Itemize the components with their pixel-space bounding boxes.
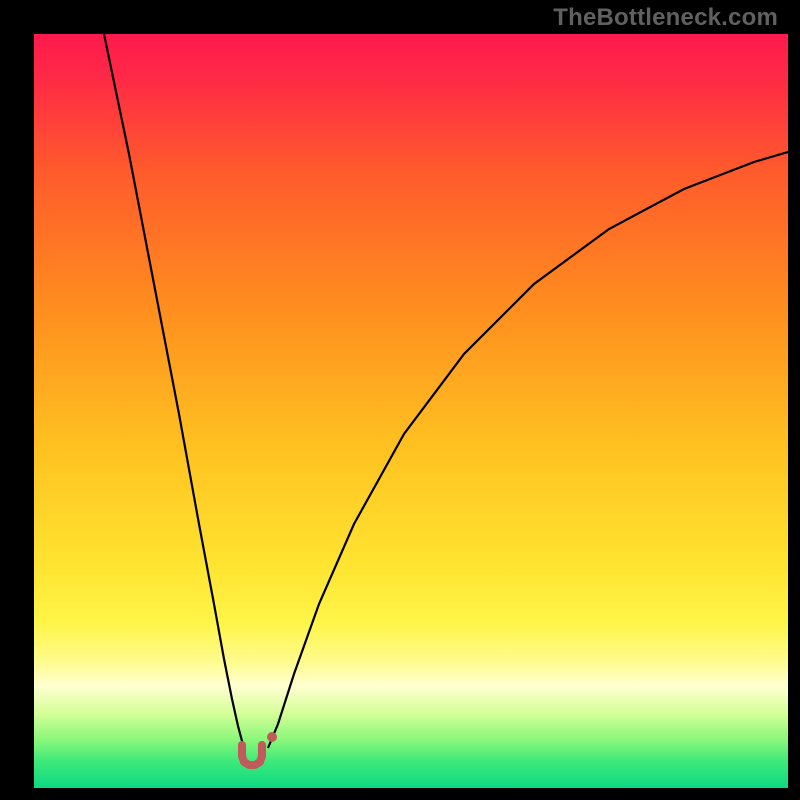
watermark-text: TheBottleneck.com	[553, 4, 778, 32]
bottleneck-chart-svg	[34, 34, 788, 788]
valley-dot-marker	[267, 732, 277, 742]
gradient-background	[34, 34, 788, 788]
chart-area	[34, 34, 788, 788]
